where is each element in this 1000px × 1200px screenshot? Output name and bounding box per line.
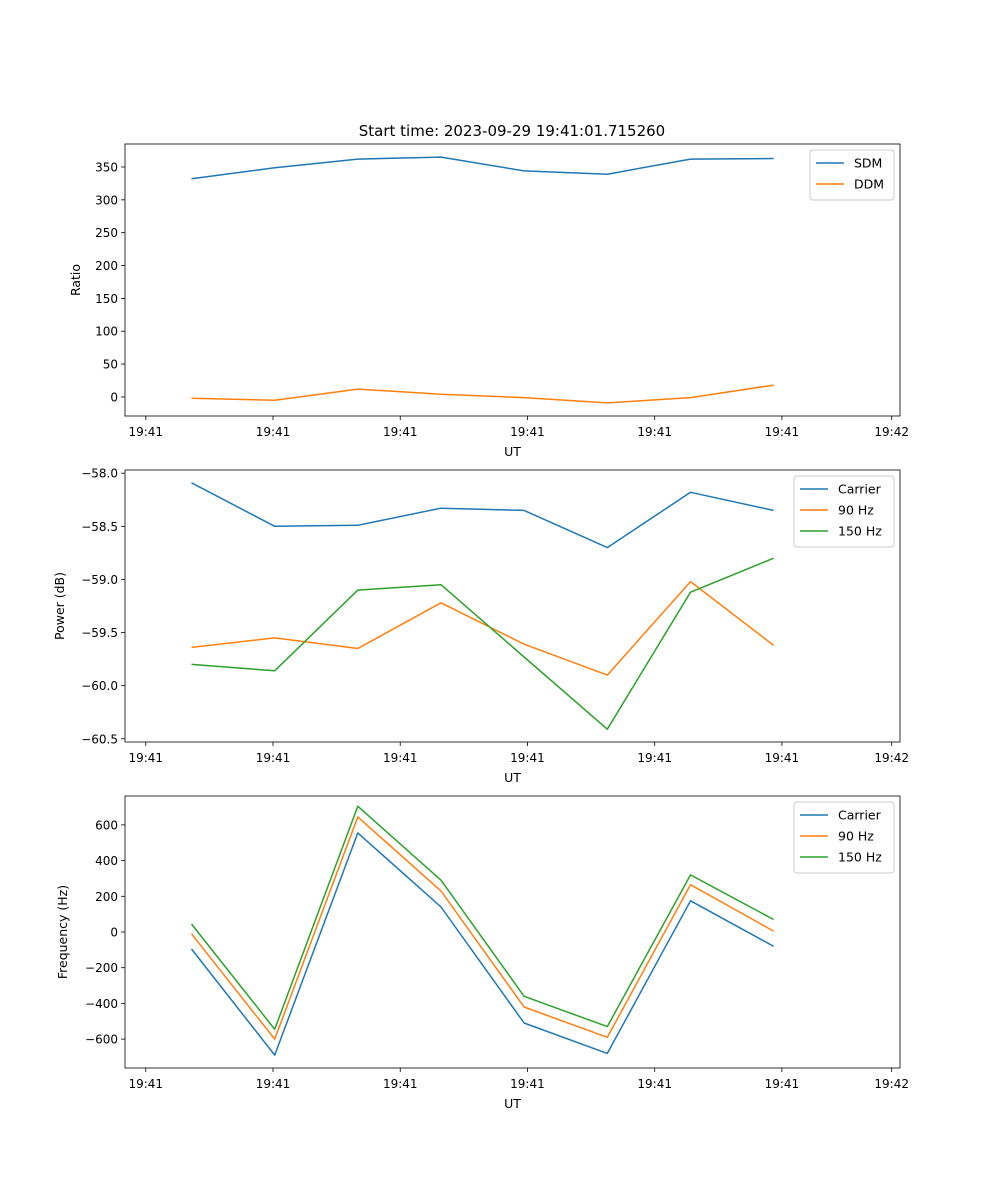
x-tick-label: 19:41 (510, 751, 545, 765)
y-tick-label: 150 (95, 292, 118, 306)
legend-label: 150 Hz (838, 850, 882, 865)
series-line-ddm (191, 384, 774, 404)
series-line-carrier (190, 832, 774, 1056)
x-tick-label: 19:42 (874, 751, 909, 765)
x-tick-label: 19:41 (383, 751, 418, 765)
y-tick-label: 0 (110, 390, 118, 404)
legend-label: DDM (854, 177, 884, 192)
y-tick-label: −400 (85, 997, 118, 1011)
y-tick-label: −60.5 (81, 732, 118, 746)
x-tick-label: 19:41 (637, 751, 672, 765)
y-axis-label: Ratio (68, 264, 83, 296)
legend-label: 90 Hz (838, 829, 874, 844)
legend-label: SDM (854, 156, 882, 171)
y-tick-label: 200 (95, 890, 118, 904)
y-tick-label: 100 (95, 325, 118, 339)
plot-power: 19:41 19:41 19:41 19:41 19:41 19:41 19:42 −60.5… (52, 467, 909, 785)
series-line-sdm (191, 156, 774, 180)
x-tick-label: 19:41 (383, 425, 418, 439)
y-tick-label: 300 (95, 193, 118, 207)
y-tick-label: −59.0 (81, 573, 118, 587)
legend-label: 150 Hz (838, 524, 882, 539)
y-tick-label: 200 (95, 259, 118, 273)
x-axis-label: UT (504, 1096, 521, 1111)
series-line-150-hz (190, 805, 774, 1031)
x-tick-label: 19:41 (510, 425, 545, 439)
y-axis-label: Power (dB) (52, 572, 67, 640)
x-tick-label: 19:41 (765, 1077, 800, 1091)
y-tick-label: −59.5 (81, 626, 118, 640)
y-tick-label: 250 (95, 226, 118, 240)
plot-frequency: 19:41 19:41 19:41 19:41 19:41 19:41 19:42 −600 −… (55, 795, 909, 1111)
x-tick-label: 19:41 (637, 425, 672, 439)
x-tick-label: 19:41 (637, 1077, 672, 1091)
x-tick-label: 19:41 (510, 1077, 545, 1091)
series-line-90-hz (191, 580, 775, 676)
x-tick-label: 19:41 (128, 751, 163, 765)
y-tick-label: −200 (85, 961, 118, 975)
x-tick-label: 19:41 (256, 751, 291, 765)
figure-title: Start time: 2023-09-29 19:41:01.715260 (359, 122, 665, 140)
y-tick-label: −60.0 (81, 679, 118, 693)
x-tick-label: 19:41 (128, 1077, 163, 1091)
y-tick-label: −58.0 (81, 467, 118, 481)
plot-ratio: 19:41 19:41 19:41 19:41 19:41 19:41 19:42 0 50 10… (68, 143, 909, 459)
legend-label: 90 Hz (838, 503, 874, 518)
x-tick-label: 19:41 (383, 1077, 418, 1091)
x-axis-label: UT (504, 770, 521, 785)
axes-frame (124, 469, 901, 743)
x-tick-label: 19:42 (874, 425, 909, 439)
y-tick-label: 400 (95, 854, 118, 868)
axes-frame (124, 795, 901, 1069)
axes-frame (124, 143, 901, 417)
legend-box (793, 801, 895, 874)
legend-label: Carrier (838, 482, 882, 497)
x-tick-label: 19:41 (128, 425, 163, 439)
series-line-90-hz (190, 816, 774, 1040)
series-line-carrier (191, 482, 774, 549)
x-tick-label: 19:41 (256, 425, 291, 439)
y-tick-label: 600 (95, 818, 118, 832)
y-tick-label: 0 (110, 926, 118, 940)
legend-box (793, 475, 895, 548)
x-tick-label: 19:41 (765, 751, 800, 765)
y-tick-label: 50 (103, 358, 118, 372)
y-tick-label: 350 (95, 160, 118, 174)
y-tick-label: −600 (85, 1033, 118, 1047)
x-axis-label: UT (504, 444, 521, 459)
series-line-150-hz (191, 557, 774, 730)
x-tick-label: 19:41 (765, 425, 800, 439)
y-tick-label: −58.5 (81, 520, 118, 534)
x-tick-label: 19:41 (256, 1077, 291, 1091)
legend-label: Carrier (838, 808, 882, 823)
y-axis-label: Frequency (Hz) (55, 885, 70, 979)
x-tick-label: 19:42 (874, 1077, 909, 1091)
